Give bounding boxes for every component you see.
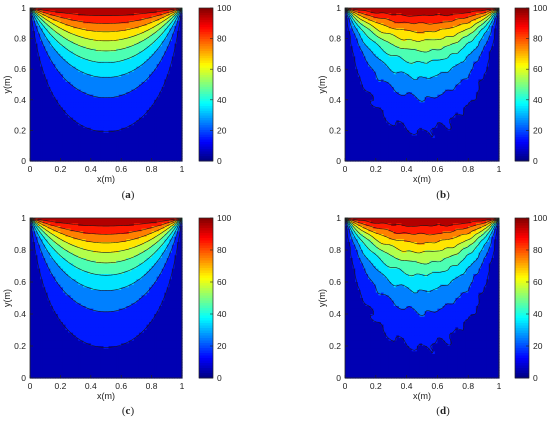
heatmap-cells: [30, 8, 183, 162]
caption-close: ): [131, 189, 135, 201]
x-tick-label: 0.4: [85, 164, 97, 174]
heatmap-cells: [345, 8, 500, 162]
y-axis-label: y(m): [2, 76, 12, 94]
colorbar-tick-label: 60: [217, 64, 227, 74]
colorbar: 0 20 40 60 80 100: [199, 3, 231, 166]
x-axis-label: x(m): [97, 174, 115, 184]
colorbar-tick-label: 0: [217, 156, 222, 166]
panel-caption: (a): [122, 189, 135, 201]
colorbar-tick-label: 80: [217, 34, 227, 44]
colorbar-tick-label: 40: [217, 95, 227, 105]
x-tick-label: 0.8: [146, 164, 158, 174]
y-tick-label: 1: [21, 3, 26, 13]
x-tick-label: 0.6: [115, 164, 127, 174]
panel-a: 0 0.2 0.4 0.6 0.8 1 0 0.2 0.4 0.6 0.8 1 x(m) y(m) 0 20 4…: [2, 3, 231, 201]
y-tick-label: 0.8: [14, 34, 26, 44]
y-tick-label: 0.6: [14, 64, 26, 74]
colorbar-tick-label: 20: [217, 125, 227, 135]
colorbar-tick-label: 100: [217, 3, 231, 13]
x-tick-label: 0: [28, 164, 33, 174]
x-tick-label: 0.2: [54, 164, 66, 174]
y-tick-label: 0.4: [14, 95, 26, 105]
y-tick-label: 0.2: [14, 125, 26, 135]
y-tick-label: 0: [21, 156, 26, 166]
x-tick-label: 1: [180, 164, 185, 174]
